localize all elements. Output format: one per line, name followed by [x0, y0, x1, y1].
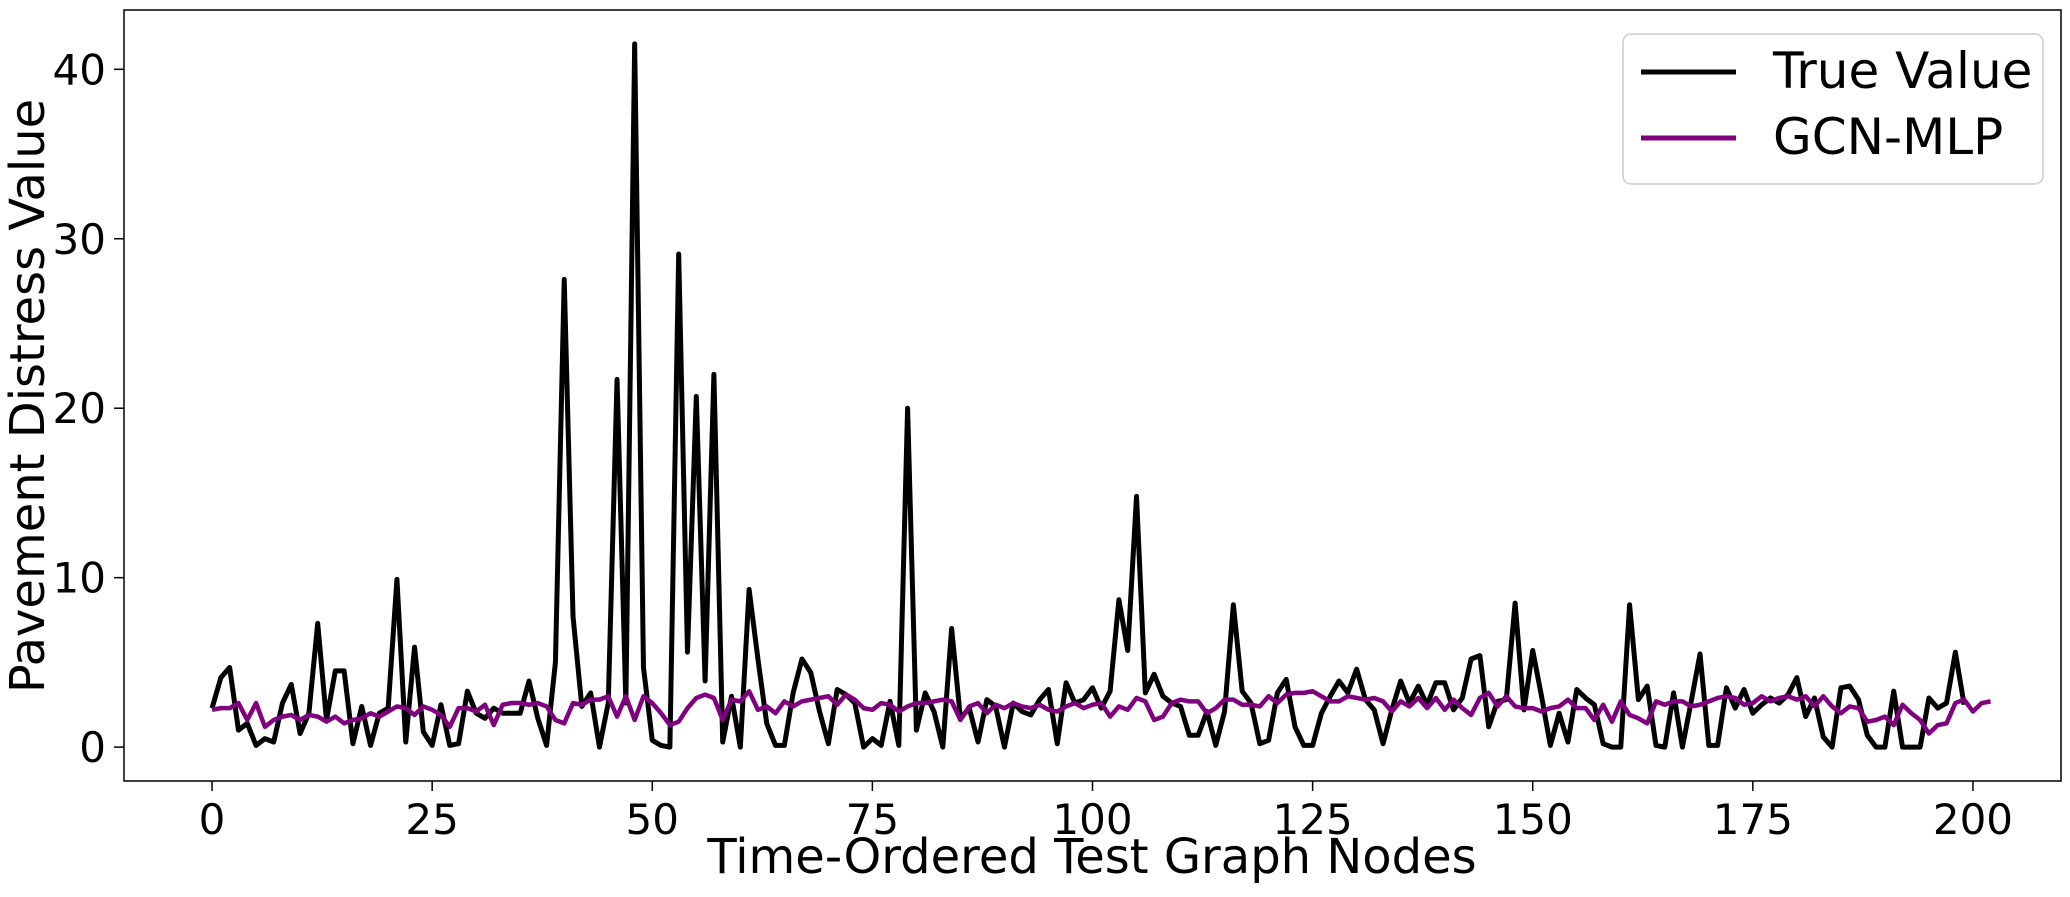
x-tick-label: 25	[405, 795, 458, 844]
x-tick-label: 200	[1933, 795, 2013, 844]
y-tick-label: 30	[53, 215, 106, 264]
x-axis-label: Time-Ordered Test Graph Nodes	[706, 829, 1476, 885]
x-tick-label: 0	[199, 795, 226, 844]
y-tick-label: 20	[53, 384, 106, 433]
x-tick-label: 125	[1273, 795, 1353, 844]
x-tick-label: 50	[626, 795, 679, 844]
y-tick-label: 10	[53, 554, 106, 603]
y-axis-label: Pavement Distress Value	[0, 99, 56, 693]
legend-label-true-value: True Value	[1772, 42, 2032, 100]
x-axis-ticks: 0 25 50 75 100 125 150 175 200	[199, 781, 2013, 844]
x-tick-label: 100	[1052, 795, 1132, 844]
legend-label-gcn-mlp: GCN-MLP	[1773, 108, 2003, 166]
legend: True Value GCN-MLP	[1622, 33, 2044, 185]
series-line-gcn-mlp	[211, 688, 1991, 736]
y-tick-label: 0	[79, 723, 106, 772]
y-tick-label: 40	[53, 45, 106, 94]
x-tick-label: 150	[1493, 795, 1573, 844]
x-tick-label: 175	[1713, 795, 1793, 844]
x-tick-label: 75	[846, 795, 899, 844]
y-axis-ticks: 0 10 20 30 40	[53, 45, 124, 772]
series-layer	[209, 41, 1991, 750]
